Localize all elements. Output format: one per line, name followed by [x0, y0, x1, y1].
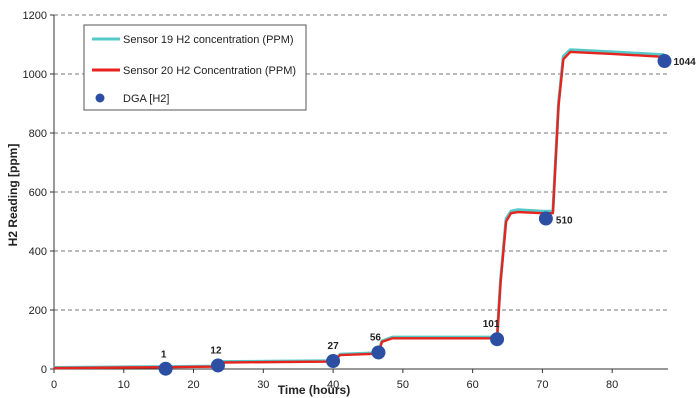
tick-labels: 0 200 400 600 800 1000 1200 0 10 20 30 40 50 60 70 80 1 1… [23, 10, 697, 391]
dga-data-label: 1044 [674, 57, 697, 68]
legend-sensor20-label: Sensor 20 H2 Concentration (PPM) [123, 65, 296, 77]
dga-point [490, 332, 505, 347]
grid [54, 14, 668, 311]
x-tick-label-20: 20 [187, 379, 199, 391]
series-lines [53, 48, 665, 370]
x-tick-label-80: 80 [606, 379, 618, 391]
x-axis-label: Time (hours) [278, 383, 350, 397]
x-tick-label-60: 60 [467, 379, 479, 391]
dga-point [158, 361, 173, 376]
dga-data-label: 12 [210, 345, 222, 356]
y-tick-label-800: 800 [29, 128, 47, 140]
x-tick-label-0: 0 [51, 379, 57, 391]
legend-dga-marker [95, 93, 105, 103]
y-tick-label-0: 0 [41, 364, 47, 376]
y-tick-label-200: 200 [29, 305, 47, 317]
legend-dga-label: DGA [H2] [123, 93, 169, 105]
dga-point [538, 211, 553, 226]
y-tick-label-600: 600 [29, 187, 47, 199]
y-axis-label: H2 Reading [ppm] [6, 144, 20, 247]
x-tick-label-50: 50 [397, 379, 409, 391]
dga-point [657, 54, 672, 69]
dga-data-label: 27 [328, 341, 340, 352]
dga-data-label: 56 [370, 332, 382, 343]
legend-box [83, 24, 307, 111]
dga-data-label: 510 [556, 216, 573, 227]
x-tick-label-40: 40 [327, 379, 339, 391]
x-tick-label-10: 10 [118, 379, 130, 391]
x-tick-label-30: 30 [257, 379, 269, 391]
sensor20-line [53, 50, 665, 370]
legend-sensor19-label: Sensor 19 H2 concentration (PPM) [123, 34, 294, 46]
dga-data-label: 1 [161, 350, 167, 361]
y-tick-label-1000: 1000 [23, 69, 47, 81]
y-tick-label-1200: 1200 [23, 10, 47, 22]
y-tick-label-400: 400 [29, 246, 47, 258]
legend: Sensor 19 H2 concentration (PPM) Sensor … [83, 24, 307, 111]
dga-data-label: 101 [483, 319, 500, 330]
x-tick-label-70: 70 [536, 379, 548, 391]
dga-points [158, 54, 672, 376]
dga-point [210, 358, 225, 373]
dga-point [371, 345, 386, 360]
dga-point [326, 354, 341, 369]
axes [50, 14, 668, 373]
